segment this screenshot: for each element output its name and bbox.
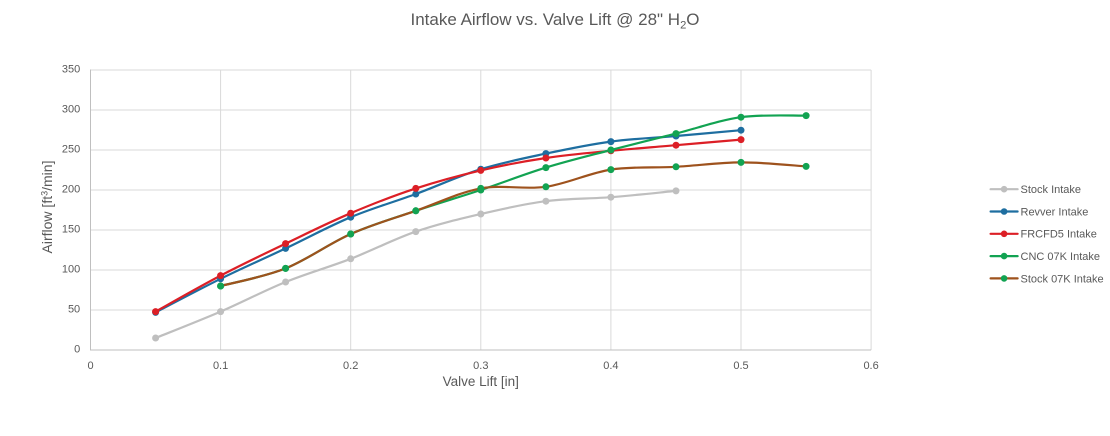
svg-text:0.4: 0.4 <box>603 360 618 372</box>
svg-text:Airflow [ft3/min]: Airflow [ft3/min] <box>39 161 55 254</box>
svg-text:0: 0 <box>87 360 93 372</box>
svg-text:250: 250 <box>62 144 80 156</box>
svg-text:Valve Lift [in]: Valve Lift [in] <box>443 374 519 389</box>
svg-text:0.2: 0.2 <box>343 360 358 372</box>
svg-text:0.6: 0.6 <box>863 360 878 372</box>
svg-text:0.1: 0.1 <box>213 360 228 372</box>
svg-text:100: 100 <box>62 264 80 276</box>
svg-text:Intake Airflow vs. Valve Lift: Intake Airflow vs. Valve Lift @ 28" H2O <box>410 10 699 31</box>
svg-text:0.5: 0.5 <box>733 360 748 372</box>
svg-text:Stock 07K Intake: Stock 07K Intake <box>1021 273 1104 285</box>
svg-text:150: 150 <box>62 224 80 236</box>
svg-text:Revver Intake: Revver Intake <box>1021 206 1089 218</box>
svg-text:0: 0 <box>74 344 80 356</box>
svg-text:Stock Intake: Stock Intake <box>1021 184 1082 196</box>
svg-text:300: 300 <box>62 104 80 116</box>
svg-text:FRCFD5 Intake: FRCFD5 Intake <box>1021 229 1097 241</box>
svg-text:200: 200 <box>62 184 80 196</box>
svg-text:50: 50 <box>68 304 80 316</box>
svg-text:CNC 07K Intake: CNC 07K Intake <box>1021 251 1100 263</box>
svg-text:350: 350 <box>62 64 80 76</box>
svg-text:0.3: 0.3 <box>473 360 488 372</box>
